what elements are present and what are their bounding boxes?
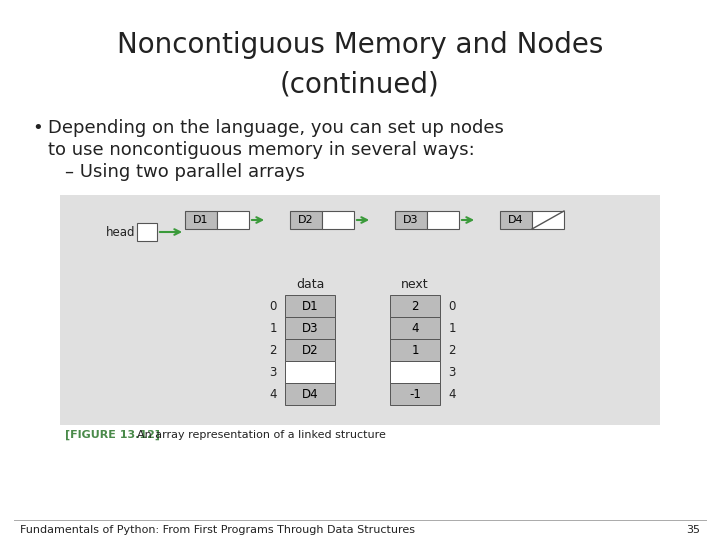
Bar: [322, 211, 354, 229]
Text: next: next: [401, 279, 429, 292]
Bar: [285, 383, 335, 405]
Text: D4: D4: [302, 388, 318, 401]
Bar: [390, 361, 440, 383]
Text: 3: 3: [269, 366, 276, 379]
Bar: [285, 339, 335, 361]
Text: Noncontiguous Memory and Nodes: Noncontiguous Memory and Nodes: [117, 31, 603, 59]
Text: 4: 4: [449, 388, 456, 401]
Text: D4: D4: [508, 215, 524, 225]
Text: 0: 0: [269, 300, 276, 313]
Bar: [285, 361, 335, 383]
Text: 2: 2: [449, 343, 456, 356]
Text: 0: 0: [449, 300, 456, 313]
Text: D2: D2: [298, 215, 314, 225]
Text: 4: 4: [269, 388, 276, 401]
Bar: [185, 211, 217, 229]
Bar: [390, 295, 440, 317]
Bar: [285, 317, 335, 339]
Text: D1: D1: [302, 300, 318, 313]
Text: Fundamentals of Python: From First Programs Through Data Structures: Fundamentals of Python: From First Progr…: [20, 525, 415, 535]
Bar: [137, 223, 157, 241]
Bar: [500, 211, 532, 229]
Text: 4: 4: [411, 321, 419, 334]
Text: 2: 2: [411, 300, 419, 313]
Text: 1: 1: [269, 321, 276, 334]
Bar: [217, 211, 249, 229]
Text: 1: 1: [449, 321, 456, 334]
Text: D3: D3: [403, 215, 419, 225]
Text: (continued): (continued): [280, 71, 440, 99]
Text: An array representation of a linked structure: An array representation of a linked stru…: [137, 430, 386, 440]
Text: 3: 3: [449, 366, 456, 379]
Text: data: data: [296, 279, 324, 292]
Text: •: •: [32, 119, 42, 137]
Text: 2: 2: [269, 343, 276, 356]
Text: Depending on the language, you can set up nodes: Depending on the language, you can set u…: [48, 119, 504, 137]
Text: head: head: [106, 226, 135, 239]
Text: D1: D1: [193, 215, 209, 225]
Text: 1: 1: [411, 343, 419, 356]
Text: D2: D2: [302, 343, 318, 356]
Text: – Using two parallel arrays: – Using two parallel arrays: [65, 163, 305, 181]
Bar: [285, 295, 335, 317]
Text: -1: -1: [409, 388, 421, 401]
Bar: [390, 339, 440, 361]
Bar: [427, 211, 459, 229]
Bar: [290, 211, 322, 229]
Bar: [390, 383, 440, 405]
Bar: [395, 211, 427, 229]
Text: 35: 35: [686, 525, 700, 535]
Text: to use noncontiguous memory in several ways:: to use noncontiguous memory in several w…: [48, 141, 474, 159]
Bar: [390, 317, 440, 339]
Text: D3: D3: [302, 321, 318, 334]
Bar: [532, 211, 564, 229]
Bar: [60, 195, 660, 425]
Text: [FIGURE 13.12]: [FIGURE 13.12]: [65, 430, 160, 440]
